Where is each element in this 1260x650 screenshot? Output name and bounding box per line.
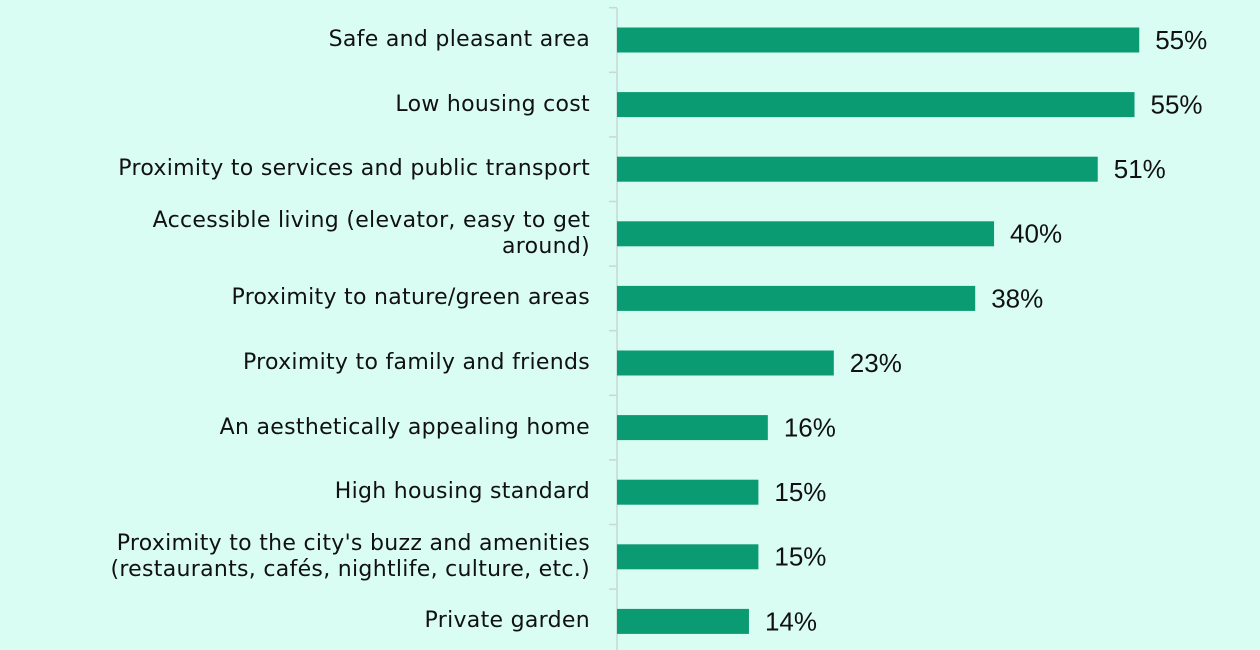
category-label: Proximity to services and public transpo…: [118, 156, 590, 182]
value-label: 55%: [1151, 89, 1203, 119]
category-label: An aesthetically appealing home: [219, 414, 590, 440]
category-label: Low housing cost: [395, 91, 590, 117]
bar: [617, 608, 749, 634]
bar: [617, 544, 759, 570]
bar: [617, 415, 768, 441]
value-label: 51%: [1114, 154, 1166, 184]
category-label: Safe and pleasant area: [328, 27, 590, 52]
category-label: High housing standard: [334, 479, 590, 505]
category-label: Accessible living (elevator, easy to get…: [152, 207, 590, 259]
category-label: Private garden: [424, 608, 590, 634]
category-label: Proximity to family and friends: [242, 350, 590, 375]
value-label: 40%: [1010, 219, 1062, 249]
value-label: 38%: [991, 283, 1043, 313]
value-label: 23%: [850, 348, 902, 378]
value-label: 15%: [774, 477, 826, 507]
value-label: 14%: [765, 606, 817, 636]
bar: [617, 221, 995, 247]
bar: [617, 350, 834, 376]
category-label: Proximity to nature/green areas: [231, 285, 590, 311]
bar: [617, 27, 1140, 53]
bar: [617, 285, 976, 311]
value-label: 16%: [784, 412, 836, 442]
value-label: 55%: [1155, 25, 1207, 55]
bar: [617, 156, 1098, 182]
bar: [617, 479, 759, 505]
category-label: Proximity to the city's buzz and ameniti…: [110, 530, 590, 582]
bar: [617, 92, 1135, 118]
value-label: 15%: [774, 542, 826, 572]
